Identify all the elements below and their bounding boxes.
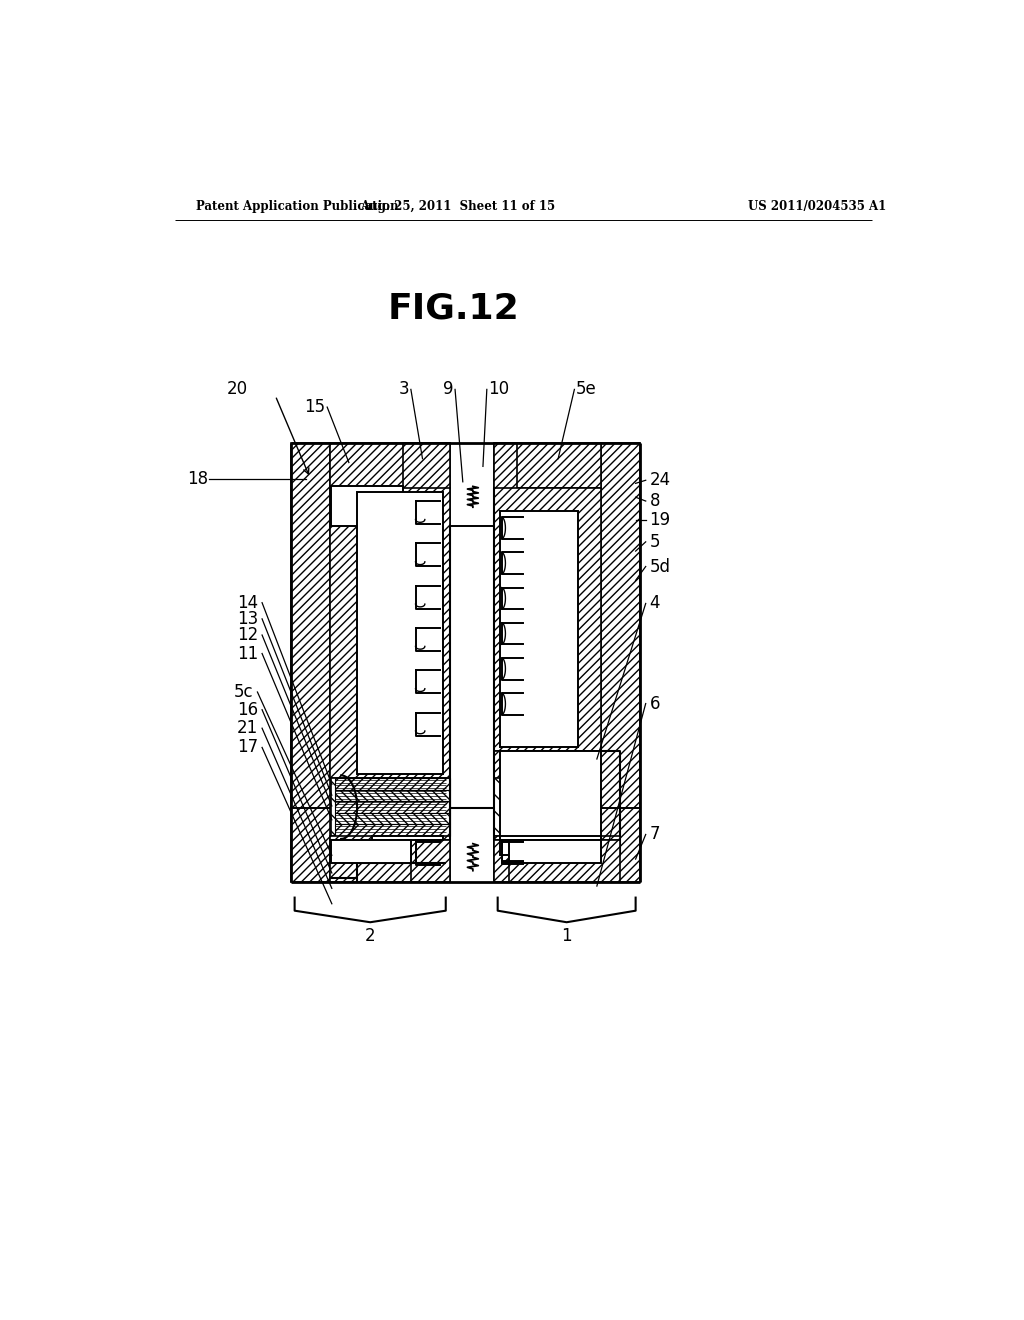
Text: 1: 1 [561,927,572,945]
Text: 15: 15 [304,399,326,416]
Text: 13: 13 [237,610,258,628]
Text: 5d: 5d [649,557,671,576]
Text: 10: 10 [488,380,510,399]
Text: 14: 14 [238,594,258,611]
Bar [331,840,411,863]
Bar [494,444,601,488]
Bar [372,836,443,840]
Text: 5e: 5e [575,380,597,399]
Text: 9: 9 [443,380,454,399]
Text: 7: 7 [649,825,660,843]
Text: 8: 8 [649,492,660,510]
Bar [335,789,450,801]
Bar [335,813,450,825]
Text: 12: 12 [237,626,258,644]
Bar [494,751,621,855]
Bar [335,825,450,836]
Text: Patent Application Publication: Patent Application Publication [197,199,398,213]
Bar [330,836,450,840]
Bar [330,840,450,882]
Text: FIG.12: FIG.12 [388,292,519,326]
Text: 16: 16 [238,701,258,718]
Bar [330,444,450,488]
Text: 11: 11 [237,644,258,663]
Bar [500,836,601,840]
Bar [494,840,621,882]
Text: 24: 24 [649,471,671,490]
Text: 3: 3 [398,380,410,399]
Bar [411,840,450,882]
Bar [291,444,330,882]
Text: 20: 20 [227,380,248,399]
Text: 6: 6 [649,694,660,713]
Bar [335,779,450,789]
Text: 2: 2 [365,927,376,945]
Text: 18: 18 [186,470,208,488]
Bar [494,840,509,882]
Bar [494,444,517,511]
Bar [601,444,640,882]
Bar [331,779,450,836]
Bar [403,444,450,527]
Text: 4: 4 [649,594,660,612]
Text: US 2011/0204535 A1: US 2011/0204535 A1 [748,199,886,213]
Bar [356,492,443,775]
Bar [509,840,601,863]
Bar [494,779,506,836]
Text: Aug. 25, 2011  Sheet 11 of 15: Aug. 25, 2011 Sheet 11 of 15 [359,199,555,213]
Text: 5c: 5c [233,682,254,701]
Bar [500,751,601,855]
Bar [335,801,450,813]
Text: 5: 5 [649,533,660,550]
Bar [494,836,621,840]
Bar [500,511,578,747]
Text: 21: 21 [237,719,258,737]
Text: 19: 19 [649,511,671,529]
Bar [331,487,403,527]
Text: 17: 17 [238,738,258,756]
Bar [330,488,450,779]
Bar [494,488,601,751]
